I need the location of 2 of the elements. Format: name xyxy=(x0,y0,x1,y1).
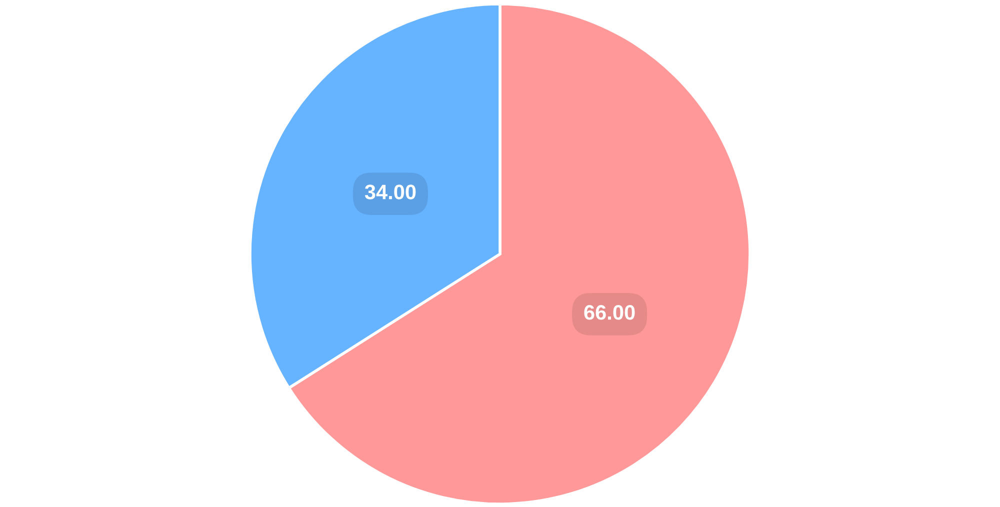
data-label: 66.00 xyxy=(584,305,635,320)
data-label: 34.00 xyxy=(364,184,416,200)
